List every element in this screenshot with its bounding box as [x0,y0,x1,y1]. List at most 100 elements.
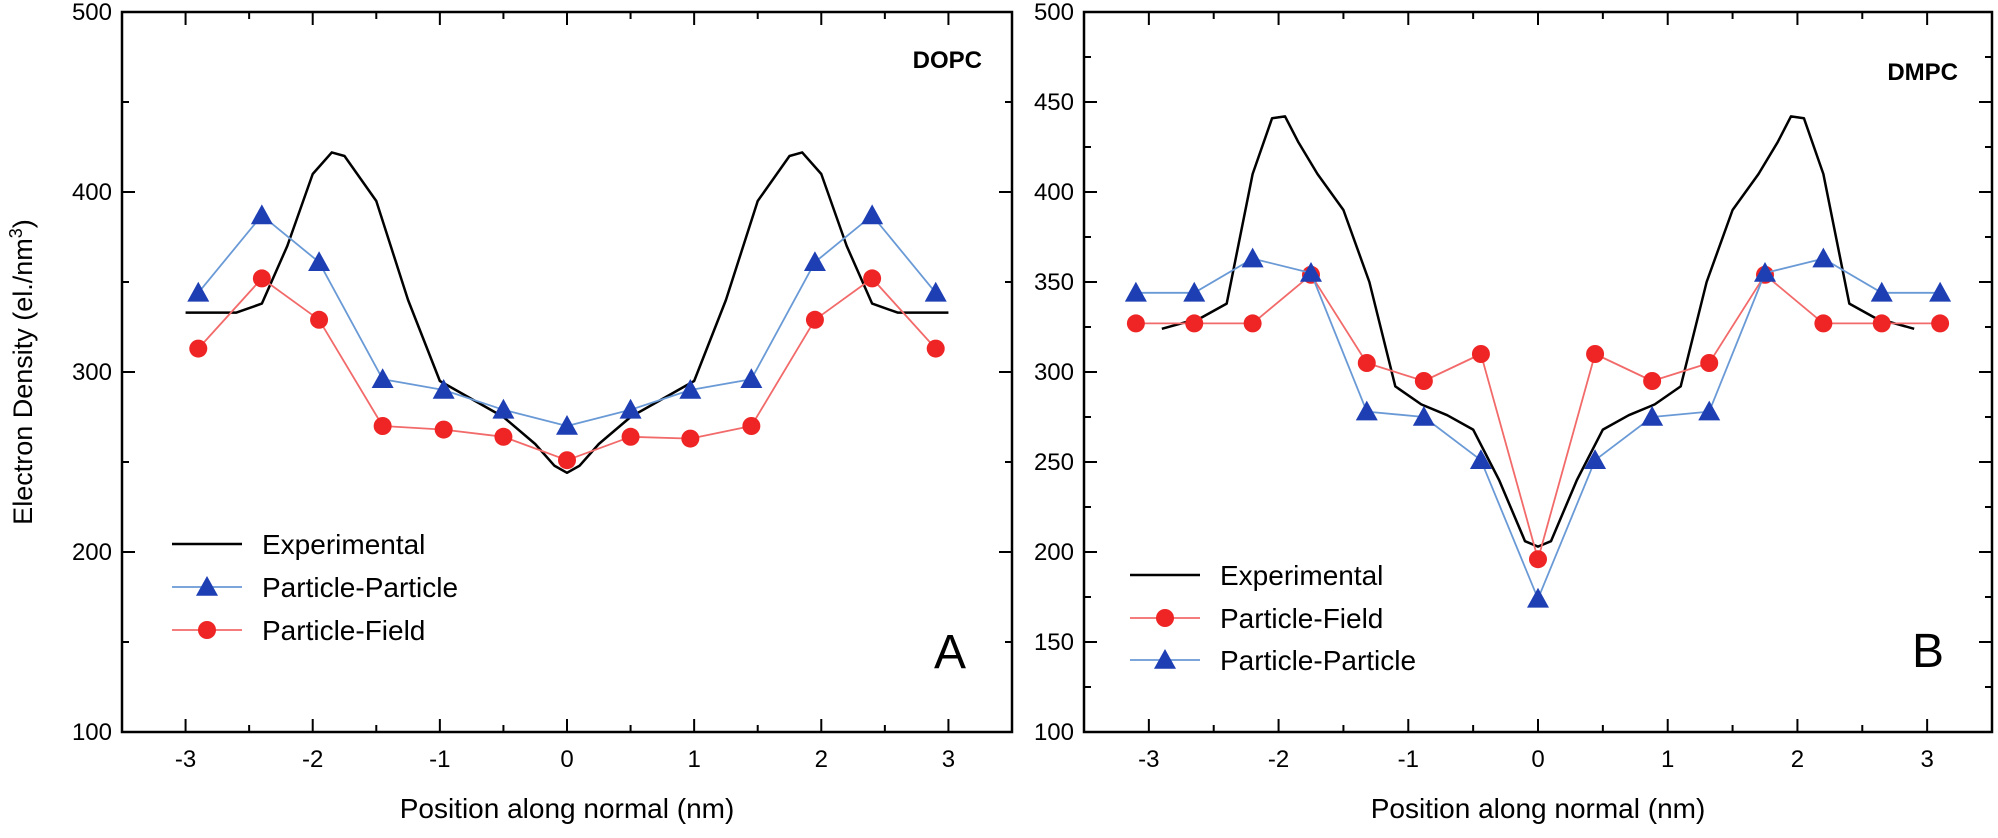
y-tick-label: 450 [1034,89,1074,116]
legend-entry: Particle-Particle [1130,645,1416,676]
data-point [308,251,331,271]
legend-marker [1156,609,1174,627]
series-particle-particle [1124,247,1952,608]
x-tick-label: -2 [302,746,323,773]
data-point [1700,354,1719,372]
y-tick-label: 250 [1034,449,1074,476]
x-tick-label: 1 [1661,746,1674,773]
data-point [679,379,702,399]
data-point [742,417,761,435]
data-point [1469,449,1492,469]
legend-entry: Particle-Field [1130,603,1383,634]
series-particle-particle [187,204,947,435]
data-point [1929,281,1952,302]
series-experimental [1161,115,1915,548]
data-point [1872,314,1891,333]
data-point [1814,314,1833,333]
data-point [1643,372,1662,390]
x-tick-label: -1 [1398,746,1419,773]
data-point [803,251,826,271]
y-tick-label: 200 [1034,539,1074,566]
legend-label: Particle-Field [262,615,425,646]
data-point [310,310,329,329]
plot-frame [120,10,1014,734]
data-point [492,398,515,419]
y-tick-label: 500 [1034,0,1074,26]
panel-tag: DMPC [1887,59,1958,86]
data-point [1931,314,1950,333]
y-tick-label: 100 [72,719,112,746]
data-point [494,427,513,446]
data-point [740,368,763,388]
legend-label: Particle-Particle [262,572,458,603]
panel-letter: B [1912,625,1944,678]
x-axis-label: Position along normal (nm) [1371,793,1706,824]
x-tick-label: 2 [815,746,828,773]
data-point [863,269,882,288]
series-line [185,151,949,475]
legend-marker [1154,649,1176,669]
y-tick-label: 400 [1034,179,1074,206]
data-point [1870,281,1893,302]
legend-label: Particle-Field [1220,603,1383,634]
data-point [187,281,210,302]
x-tick-label: -1 [429,746,450,773]
x-tick-label: -3 [1138,746,1159,773]
data-point [1527,587,1549,608]
data-point [1124,281,1147,302]
data-point [556,415,578,435]
x-tick-label: -2 [1268,746,1289,773]
legend-label: Experimental [262,529,425,560]
data-point [619,398,642,419]
data-point [432,379,455,399]
x-tick-label: 3 [942,746,955,773]
x-tick-label: 2 [1791,746,1804,773]
data-point [1414,372,1433,390]
data-point [371,368,394,388]
data-point [1529,550,1547,569]
y-tick-label: 400 [72,179,112,206]
data-point [1126,314,1145,333]
data-point [1584,449,1607,469]
y-tick-label: 300 [72,359,112,386]
data-point [252,269,271,288]
y-tick-label: 150 [1034,629,1074,656]
series-particle-field [189,269,945,470]
data-point [926,339,945,358]
data-point [1300,262,1322,282]
data-point [558,451,576,470]
legend-entry: Experimental [172,529,425,560]
panel-a: -3 -2 -1 0 1 2 3 100 200 300 400 500 Position along … [6,0,1014,824]
data-point [434,420,453,439]
y-tick-label: 500 [72,0,112,26]
data-point [1355,400,1378,421]
x-axis-label: Position along normal (nm) [400,793,735,824]
data-point [681,429,700,448]
legend-entry: Particle-Field [172,615,425,646]
data-point [924,281,947,302]
data-point [1183,281,1206,302]
series-line [197,214,937,427]
data-point [1185,314,1204,333]
data-point [861,204,884,225]
data-point [1754,262,1776,282]
panel-b: -3 -2 -1 0 1 2 3 100 150 200 250 300 350 400 450 500 Pos… [1034,0,1994,824]
x-tick-label: 0 [560,746,573,773]
data-point [1471,345,1490,363]
series-line [1161,115,1915,548]
data-point [1412,406,1435,426]
data-point [189,339,208,358]
x-tick-label: 1 [687,746,700,773]
data-point [250,204,273,225]
data-point [1241,247,1264,268]
data-point [1698,400,1721,421]
data-point [1243,314,1262,333]
legend-entry: Particle-Particle [172,572,458,603]
legend-entry: Experimental [1130,560,1383,591]
legend-label: Particle-Particle [1220,645,1416,676]
legend-marker [198,621,216,639]
data-point [1357,354,1376,372]
data-point [805,310,824,329]
